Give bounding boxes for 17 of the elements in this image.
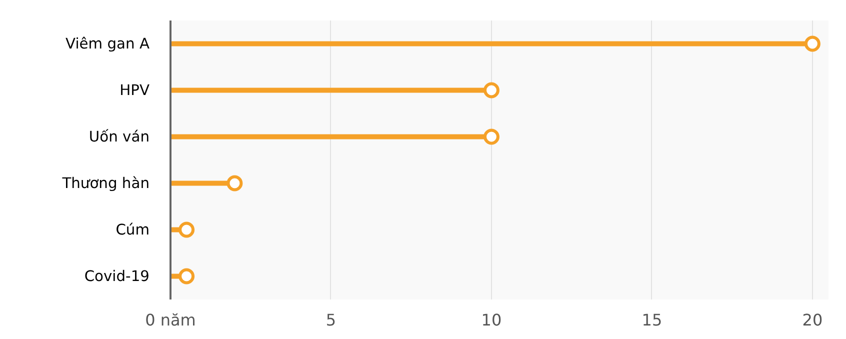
x-tick-label: 10 (481, 310, 502, 330)
y-tick-label: Uốn ván (88, 128, 150, 146)
point (804, 36, 820, 52)
y-tick-label: Covid-19 (84, 268, 150, 285)
point (226, 175, 243, 192)
point (483, 82, 500, 98)
x-tick-label: 0 năm (145, 310, 196, 330)
y-tick-label: Thương hàn (61, 174, 150, 192)
y-tick-label: HPV (120, 82, 150, 99)
y-tick-label: Cúm (116, 221, 150, 238)
x-tick-label: 15 (642, 310, 662, 330)
y-tick-label: Viêm gan A (66, 35, 150, 52)
x-tick-label: 5 (326, 310, 336, 330)
point (178, 268, 195, 284)
x-tick-label: 20 (802, 310, 823, 330)
point (483, 128, 500, 145)
point (178, 222, 195, 238)
